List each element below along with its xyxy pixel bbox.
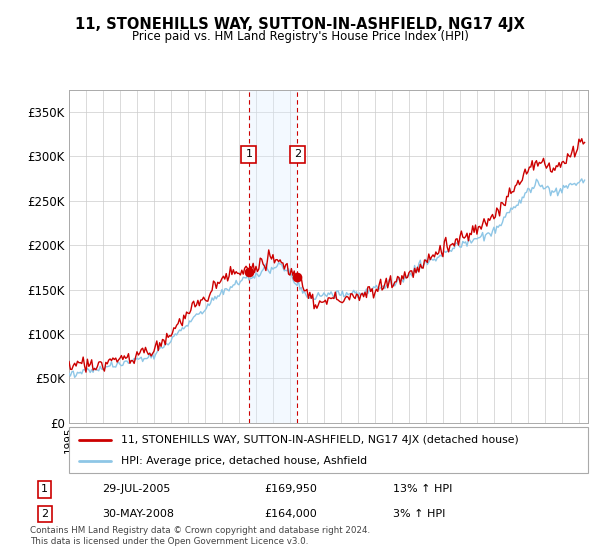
Text: 11, STONEHILLS WAY, SUTTON-IN-ASHFIELD, NG17 4JX (detached house): 11, STONEHILLS WAY, SUTTON-IN-ASHFIELD, … xyxy=(121,435,518,445)
Text: 30-MAY-2008: 30-MAY-2008 xyxy=(103,509,175,519)
Text: 3% ↑ HPI: 3% ↑ HPI xyxy=(392,509,445,519)
Text: 1: 1 xyxy=(41,484,48,494)
Text: £169,950: £169,950 xyxy=(265,484,317,494)
Text: 13% ↑ HPI: 13% ↑ HPI xyxy=(392,484,452,494)
Text: £164,000: £164,000 xyxy=(265,509,317,519)
Text: Contains HM Land Registry data © Crown copyright and database right 2024.
This d: Contains HM Land Registry data © Crown c… xyxy=(30,526,370,546)
FancyBboxPatch shape xyxy=(69,427,588,473)
Text: Price paid vs. HM Land Registry's House Price Index (HPI): Price paid vs. HM Land Registry's House … xyxy=(131,30,469,43)
Text: HPI: Average price, detached house, Ashfield: HPI: Average price, detached house, Ashf… xyxy=(121,456,367,466)
Text: 11, STONEHILLS WAY, SUTTON-IN-ASHFIELD, NG17 4JX: 11, STONEHILLS WAY, SUTTON-IN-ASHFIELD, … xyxy=(75,17,525,32)
Text: 2: 2 xyxy=(41,509,48,519)
Text: 29-JUL-2005: 29-JUL-2005 xyxy=(103,484,171,494)
Text: 1: 1 xyxy=(245,150,253,160)
Bar xyxy=(249,90,297,423)
Text: 2: 2 xyxy=(293,150,301,160)
